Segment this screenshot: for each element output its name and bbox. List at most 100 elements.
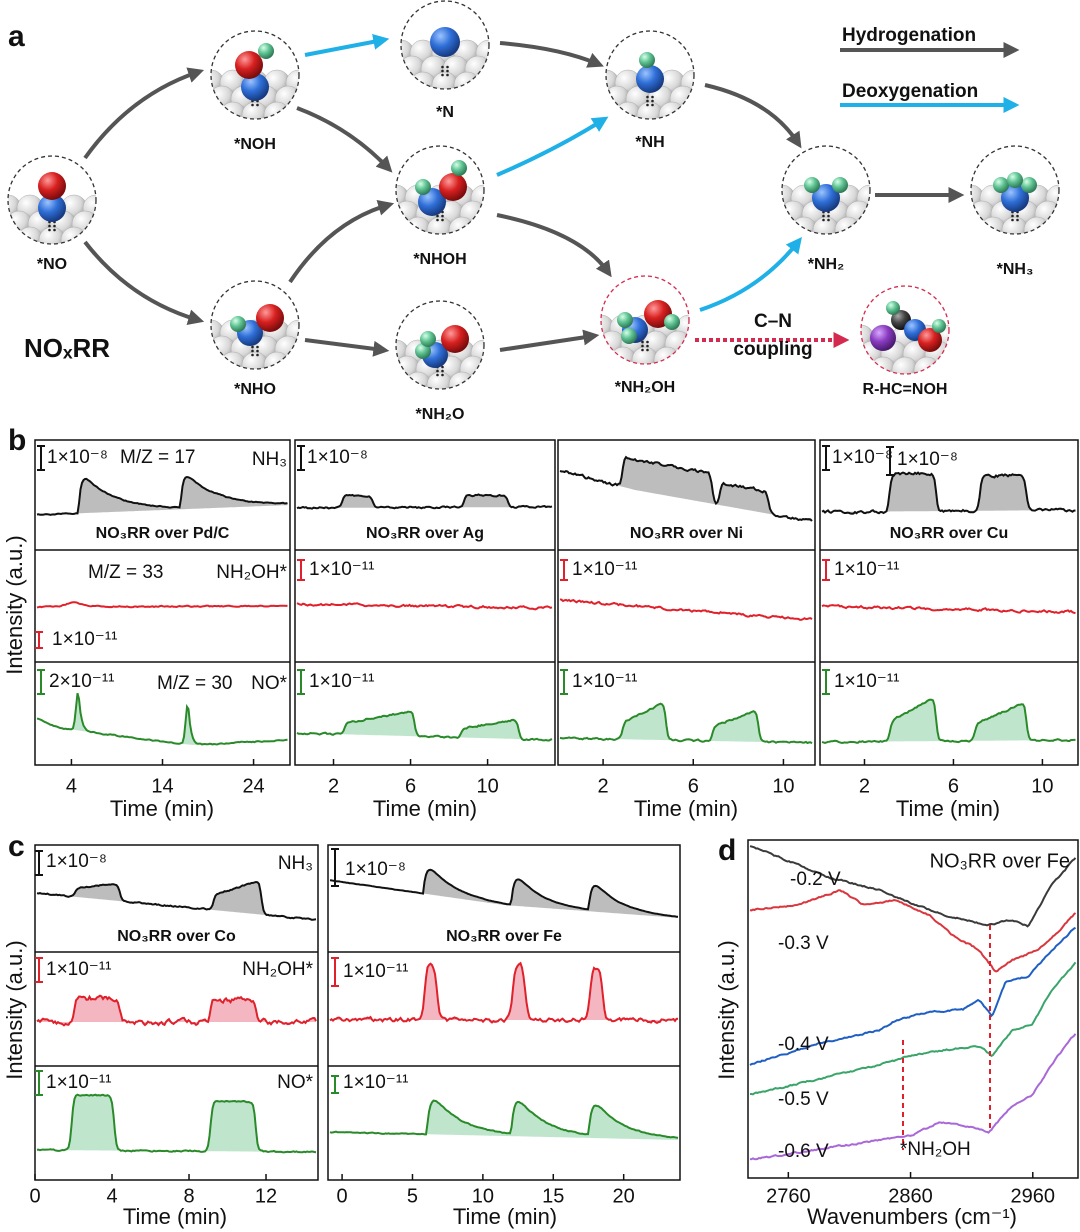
surface-atom	[879, 185, 905, 211]
surface-atom	[470, 371, 484, 389]
x-tick-label: 2	[859, 775, 870, 797]
surface-atom	[82, 226, 96, 244]
y-axis-title: Intensity (a.u.)	[2, 535, 27, 674]
node-border	[395, 145, 485, 235]
surface-atom	[1045, 216, 1059, 234]
bond-dot	[256, 103, 259, 107]
trace	[559, 455, 813, 522]
x-tick-label: 6	[405, 775, 416, 797]
arrow	[499, 329, 600, 352]
subplot-frame	[34, 844, 319, 1181]
bond-dot	[441, 369, 444, 373]
bond-dot	[646, 99, 649, 103]
surface-atom	[308, 70, 334, 96]
surface-atom	[401, 55, 404, 83]
node-label: *NH₂	[808, 256, 844, 273]
surface-atom	[176, 102, 202, 128]
bond-dot	[441, 73, 444, 77]
arrow	[496, 213, 612, 278]
trace	[559, 598, 813, 621]
bond-dot	[441, 65, 444, 69]
intermediate	[176, 30, 345, 128]
surface-atom	[675, 346, 689, 364]
trace-fill	[822, 699, 1076, 743]
bond-dot	[441, 69, 444, 73]
surface-atom	[93, 210, 96, 238]
surface-atom	[481, 355, 484, 383]
surface-atom	[861, 356, 875, 374]
node-label: *NH	[635, 134, 664, 151]
subplot-frame	[819, 439, 1079, 766]
surface-atom	[493, 372, 519, 398]
x-tick-label: 2	[598, 775, 609, 797]
surface-atom	[366, 72, 392, 98]
bond-dot	[641, 340, 644, 344]
surface-atom	[969, 341, 995, 367]
surface-atom	[396, 355, 399, 383]
arrow	[699, 236, 802, 312]
x-tick-label: 2	[328, 775, 339, 797]
scale-label: 1×10⁻¹¹	[572, 559, 637, 580]
intermediate	[970, 145, 1060, 235]
atom	[258, 43, 274, 59]
bond-dot	[436, 218, 439, 222]
surface-atom	[709, 331, 735, 357]
bond-dot	[441, 218, 444, 222]
trace	[821, 698, 1076, 744]
x-tick-label: 24	[242, 775, 264, 797]
surface-atom	[263, 101, 291, 119]
surface-atom	[946, 340, 949, 368]
x-tick-label: 5	[407, 1185, 418, 1207]
node-label: *NH₂O	[416, 406, 465, 423]
scale-label: 1×10⁻¹¹	[309, 559, 374, 580]
surface-atom	[105, 227, 131, 253]
surface-atom	[958, 325, 984, 351]
surface-atom	[498, 72, 524, 98]
surface-atom	[958, 357, 984, 383]
surface-atom	[105, 195, 131, 221]
trace	[749, 1033, 1077, 1161]
node-label: R-HC=NOH	[863, 381, 948, 398]
node-label: *N	[436, 104, 454, 121]
intermediate	[7, 155, 131, 253]
bond-dot	[251, 349, 254, 353]
subplot-frame	[294, 439, 556, 766]
surface-atom	[698, 347, 724, 373]
node-border	[400, 0, 490, 90]
atom	[804, 177, 820, 193]
tag: NH₂OH*	[242, 959, 313, 980]
node-border	[970, 145, 1060, 235]
atom	[1001, 184, 1029, 212]
scale-label: 1×10⁻⁸	[345, 859, 406, 880]
trace	[749, 889, 1077, 973]
node-border	[210, 280, 300, 370]
trace	[36, 601, 288, 609]
surface-atom	[782, 216, 796, 234]
tag: M/Z = 30	[157, 673, 233, 694]
surface-atom	[861, 340, 864, 368]
panel-letter: c	[8, 830, 25, 863]
surface-atom	[448, 371, 476, 389]
surface-atom	[606, 85, 609, 113]
x-tick-label: 2760	[766, 1185, 811, 1207]
bond-dot	[646, 95, 649, 99]
surface-atom	[319, 86, 345, 112]
curve-label: -0.6 V	[778, 1141, 829, 1162]
arrow	[83, 67, 205, 160]
x-tick-label: 10	[1031, 775, 1053, 797]
trace	[329, 868, 678, 918]
surface-atom	[867, 200, 870, 228]
curve-label: -0.4 V	[778, 1034, 829, 1055]
trace	[36, 994, 317, 1027]
surface-atom	[935, 356, 949, 374]
bond-dot	[1011, 214, 1014, 218]
node-border	[605, 30, 695, 120]
panel-title: NO₃RR over Fe	[930, 850, 1070, 872]
scale-label: 1×10⁻¹¹	[834, 671, 899, 692]
atom	[932, 319, 946, 333]
surface-atom	[890, 201, 916, 227]
atom	[441, 325, 469, 353]
subplot-frame	[557, 439, 816, 766]
intermediate	[860, 285, 995, 383]
x-tick-label: 6	[948, 775, 959, 797]
